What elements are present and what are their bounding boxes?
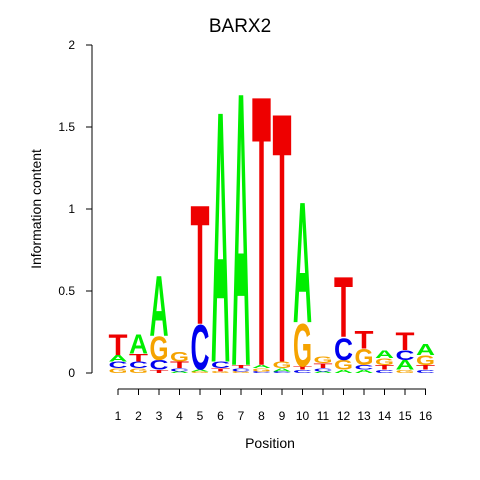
x-tick-label: 12 xyxy=(337,409,351,423)
logo-letter-g: G xyxy=(355,346,374,371)
logo-letter-a: A xyxy=(355,369,375,374)
y-tick-label: 0 xyxy=(68,366,75,380)
logo-letter-t: T xyxy=(375,364,394,372)
x-tick-label: 6 xyxy=(217,409,224,423)
logo-letter-c: C xyxy=(191,314,210,385)
x-tick-label: 10 xyxy=(296,409,310,423)
logo-letter-c: C xyxy=(416,369,436,374)
logo-letter-c: C xyxy=(232,367,252,372)
logo-letter-t: T xyxy=(293,366,313,371)
x-tick-label: 15 xyxy=(398,409,412,423)
logo-letter-a: A xyxy=(150,257,169,354)
x-tick-label: 5 xyxy=(197,409,204,423)
y-tick-label: 0.5 xyxy=(58,284,75,298)
logo-letter-a: A xyxy=(396,358,415,373)
x-tick-label: 11 xyxy=(317,409,330,423)
logo-letter-a: A xyxy=(232,11,251,448)
logo-letter-c: C xyxy=(129,360,148,370)
logo-letter-a: A xyxy=(375,349,394,361)
logo-letter-t: T xyxy=(170,360,189,370)
logo-letter-t: T xyxy=(191,171,210,362)
logo-letter-t: T xyxy=(416,364,435,372)
y-tick-label: 1.5 xyxy=(58,120,75,134)
logo-letter-a: A xyxy=(211,37,230,439)
logo-letter-a: A xyxy=(334,369,354,374)
y-axis-label: Information content xyxy=(28,149,44,269)
logo-letter-g: G xyxy=(396,369,415,374)
logo-letter-c: C xyxy=(252,371,271,374)
x-tick-label: 2 xyxy=(135,409,142,423)
logo-letter-t: T xyxy=(211,367,231,372)
x-tick-label: 13 xyxy=(357,409,371,423)
logo-letter-a: A xyxy=(314,371,333,374)
logo-letter-a: A xyxy=(416,340,435,358)
x-tick-label: 8 xyxy=(258,409,265,423)
logo-letter-c: C xyxy=(355,364,374,371)
logo-letter-t: T xyxy=(129,351,149,364)
logo-letter-a: A xyxy=(109,354,128,364)
y-tick-label: 2 xyxy=(68,38,75,52)
logo-letter-t: T xyxy=(334,258,353,355)
x-tick-label: 16 xyxy=(419,409,433,423)
logo-letter-c: C xyxy=(334,333,353,368)
logo-letter-a: A xyxy=(129,329,148,360)
logo-letter-g: G xyxy=(129,367,148,375)
logo-letter-a: A xyxy=(191,369,210,372)
logo-letter-a: A xyxy=(293,167,312,360)
logo-letter-t: T xyxy=(232,364,252,369)
logo-letter-t: T xyxy=(150,369,170,374)
logo-letter-c: C xyxy=(375,369,395,374)
logo-letter-g: G xyxy=(150,330,169,368)
logo-letter-g: G xyxy=(109,367,128,375)
logo-letter-t: T xyxy=(109,330,128,362)
logo-letter-g: G xyxy=(293,311,312,379)
chart-title: BARX2 xyxy=(209,16,271,37)
y-tick-label: 1 xyxy=(68,202,75,216)
logo-letter-c: C xyxy=(314,367,334,372)
logo-letter-g: G xyxy=(273,360,292,370)
logo-letter-t: T xyxy=(273,37,292,437)
logo-letter-c: C xyxy=(150,358,169,373)
x-tick-label: 14 xyxy=(378,409,392,423)
logo-letter-g: G xyxy=(232,371,251,374)
logo-letter-t: T xyxy=(396,327,415,355)
logo-letter-c: C xyxy=(211,360,230,370)
logo-letter-a: A xyxy=(273,367,293,372)
logo-letter-g: G xyxy=(170,350,189,365)
x-axis-label: Position xyxy=(245,435,295,451)
x-tick-label: 3 xyxy=(156,409,163,423)
logo-letter-t: T xyxy=(252,15,271,448)
logo-letter-c: C xyxy=(293,369,313,374)
x-tick-label: 1 xyxy=(115,409,122,423)
logo-letter-g: G xyxy=(252,367,271,372)
logo-letter-g: G xyxy=(314,355,333,365)
x-tick-label: 9 xyxy=(279,409,286,423)
logo-letter-t: T xyxy=(314,362,333,370)
logo-letter-t: T xyxy=(355,325,374,353)
logo-letter-g: G xyxy=(334,358,353,373)
logo-letter-g: G xyxy=(191,371,210,374)
x-tick-label: 7 xyxy=(238,409,245,423)
logo-letter-c: C xyxy=(109,360,128,370)
x-axis-ticks: 1 2 3 4 5 6 7 8 9 10 11 12 13 14 15 16 xyxy=(115,389,433,423)
logo-letter-a: A xyxy=(170,371,189,374)
y-axis-ticks: 0 0.5 1 1.5 2 xyxy=(58,38,92,380)
logo-letter-g: G xyxy=(416,353,435,368)
logo-letter-g: G xyxy=(211,371,230,374)
logo-letter-c: C xyxy=(273,371,292,374)
logo-letter-c: C xyxy=(396,348,415,363)
x-tick-label: 4 xyxy=(176,409,183,423)
logo-letter-c: C xyxy=(170,367,190,372)
logo-letter-a: A xyxy=(252,364,272,369)
logo-letter-g: G xyxy=(375,356,394,366)
